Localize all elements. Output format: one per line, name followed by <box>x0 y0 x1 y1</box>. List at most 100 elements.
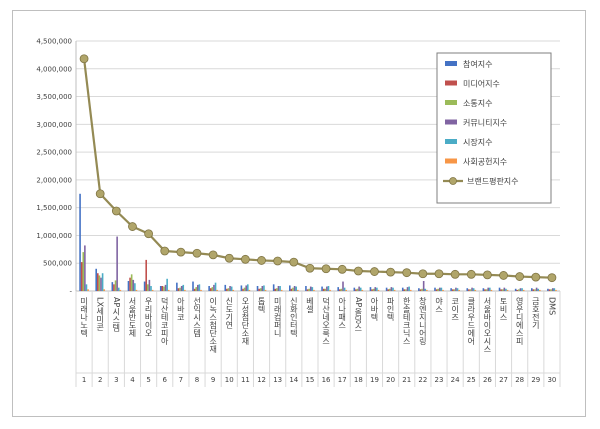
bar-3-18 <box>356 288 359 291</box>
bar-3-25 <box>469 289 472 291</box>
x-category-label: 베셀 <box>305 297 314 313</box>
line-point-20 <box>386 267 396 277</box>
x-index-label: 8 <box>195 376 199 384</box>
line-point-16 <box>321 264 331 274</box>
bar-4-3 <box>116 236 118 291</box>
bar-5-26 <box>489 287 491 291</box>
line-point-28 <box>515 272 525 281</box>
bar-3-21 <box>405 289 407 291</box>
bar-5-25 <box>472 288 475 291</box>
bar-6-6 <box>167 289 170 291</box>
bar-5-30 <box>553 288 556 291</box>
line-series <box>79 54 557 283</box>
x-category-label: 창엔지니어링 <box>418 297 427 345</box>
bar-4-18 <box>358 286 360 291</box>
line-point-14 <box>289 257 299 267</box>
line-point-8 <box>192 248 202 258</box>
x-category-label: 이녹스첨단소재 <box>208 296 217 354</box>
bar-3-17 <box>340 288 343 291</box>
line-point-23 <box>434 269 444 279</box>
bar-6-3 <box>119 289 122 291</box>
bar-5-29 <box>537 288 539 291</box>
x-index-label: 26 <box>483 376 492 384</box>
bar-1-26 <box>482 288 485 291</box>
x-category-label: 미래나노텍 <box>79 297 88 338</box>
x-index-label: 6 <box>162 376 167 384</box>
legend-swatch-1 <box>445 61 457 66</box>
x-category-label: 오성첨단소재 <box>241 297 250 346</box>
bar-5-2 <box>101 273 104 291</box>
bar-5-20 <box>392 287 394 291</box>
x-index-label: 17 <box>338 376 347 384</box>
x-index-label: 28 <box>515 376 524 384</box>
bar-2-7 <box>177 288 180 291</box>
bar-1-23 <box>434 287 436 291</box>
bar-5-17 <box>343 287 346 291</box>
legend-swatch-2 <box>445 80 457 86</box>
bar-2-19 <box>371 289 373 291</box>
bar-5-18 <box>359 287 362 291</box>
y-axis-ticks: - 500,000 1,000,000 1,500,000 2,000,000 2,500… <box>36 38 72 296</box>
bar-6-27 <box>506 289 509 291</box>
bar-4-24 <box>455 287 457 291</box>
bar-4-8 <box>197 284 199 291</box>
line-point-2 <box>95 189 105 199</box>
bar-4-16 <box>326 286 328 291</box>
y-tick-label: 3,500,000 <box>36 93 72 101</box>
bar-1-13 <box>272 284 275 291</box>
x-index-label: 2 <box>98 376 102 384</box>
chart-frame: - 500,000 1,000,000 1,500,000 2,000,000 2,500… <box>12 10 586 417</box>
bar-6-23 <box>442 289 444 291</box>
x-category-label: 파인텍 <box>386 297 395 322</box>
line-point-26 <box>482 270 492 280</box>
bar-1-3 <box>111 282 114 291</box>
bar-5-16 <box>327 286 330 291</box>
bar-1-5 <box>143 281 146 291</box>
bar-2-28 <box>516 289 519 291</box>
x-category-label: 클라우드에어 <box>466 297 475 346</box>
bar-5-5 <box>150 286 152 291</box>
bar-4-26 <box>487 287 489 291</box>
bar-marks <box>79 193 557 291</box>
bar-5-10 <box>230 286 233 291</box>
bar-3-6 <box>163 286 165 291</box>
bar-1-29 <box>531 288 533 291</box>
x-index-label: 3 <box>114 376 118 384</box>
bar-3-20 <box>389 288 391 291</box>
bar-6-29 <box>539 289 541 291</box>
x-index-label: 27 <box>499 376 508 384</box>
line-point-29 <box>531 272 541 282</box>
x-category-label: 덕산네오룩스 <box>321 296 330 345</box>
bar-6-14 <box>297 289 299 291</box>
bar-1-11 <box>240 285 243 291</box>
legend-label-1: 참여지수 <box>463 59 492 69</box>
bar-2-12 <box>258 288 260 291</box>
y-tick-label: 1,500,000 <box>36 204 72 212</box>
x-category-label: 서울바이오시스 <box>483 297 492 353</box>
bar-4-17 <box>342 281 344 291</box>
x-index-label: 7 <box>179 376 183 384</box>
line-point-19 <box>370 267 379 276</box>
bar-5-22 <box>424 288 427 291</box>
line-point-22 <box>418 269 428 279</box>
bar-2-16 <box>322 288 325 291</box>
bar-4-19 <box>374 287 377 291</box>
x-category-label: 신화인터텍 <box>289 297 298 338</box>
x-index-label: 10 <box>225 376 234 384</box>
line-point-21 <box>402 268 412 278</box>
bar-6-26 <box>490 289 493 291</box>
bar-1-6 <box>159 286 162 291</box>
x-index-label: 29 <box>531 376 540 384</box>
bar-2-10 <box>226 288 228 291</box>
bar-6-5 <box>151 289 154 291</box>
bar-6-9 <box>216 289 218 291</box>
x-category-label: 신도기연 <box>225 297 234 329</box>
bar-4-22 <box>422 281 425 291</box>
bar-1-2 <box>95 268 97 291</box>
y-tick-label: 4,500,000 <box>36 38 72 46</box>
bar-1-16 <box>321 286 323 291</box>
line-point-15 <box>305 263 315 273</box>
x-category-label: 아바텍 <box>370 296 379 322</box>
bar-2-9 <box>209 288 212 291</box>
